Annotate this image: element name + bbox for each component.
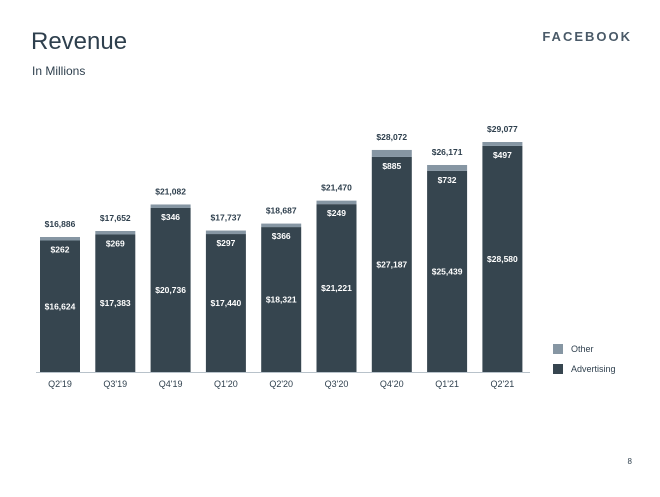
x-tick-label: Q1'21 [435, 379, 459, 389]
data-label-advertising: $27,187 [376, 259, 407, 269]
x-tick-label: Q4'20 [380, 379, 404, 389]
data-label-other: $262 [51, 245, 70, 255]
bar-other [482, 142, 523, 146]
data-label-other: $297 [216, 238, 235, 248]
bar-other [316, 200, 357, 205]
bar-other [427, 164, 468, 171]
total-label: $21,082 [155, 186, 186, 196]
chart-legend: Other Advertising [553, 343, 616, 383]
legend-item-other: Other [553, 343, 616, 355]
total-label: $16,886 [45, 219, 76, 229]
brand-logo: FACEBOOK [542, 29, 632, 44]
total-label: $17,652 [100, 213, 131, 223]
total-label: $18,687 [266, 206, 297, 216]
bar-advertising [205, 234, 246, 372]
x-tick-label: Q1'20 [214, 379, 238, 389]
data-label-other: $366 [272, 231, 291, 241]
bar-advertising [261, 227, 302, 372]
x-tick-label: Q2'21 [491, 379, 515, 389]
bar-other [150, 204, 191, 208]
data-label-other: $269 [106, 238, 125, 248]
total-label: $21,470 [321, 183, 352, 193]
legend-swatch-other [553, 344, 563, 354]
bar-advertising [427, 170, 468, 372]
legend-item-advertising: Advertising [553, 363, 616, 375]
data-label-advertising: $25,439 [432, 266, 463, 276]
total-label: $26,171 [432, 147, 463, 157]
x-tick-label: Q2'20 [269, 379, 293, 389]
data-label-advertising: $17,383 [100, 298, 131, 308]
total-label: $28,072 [376, 132, 407, 142]
data-label-advertising: $21,221 [321, 283, 352, 293]
x-tick-label: Q2'19 [48, 379, 72, 389]
legend-swatch-advertising [553, 364, 563, 374]
data-label-advertising: $16,624 [45, 301, 76, 311]
data-label-advertising: $20,736 [155, 285, 186, 295]
data-label-other: $732 [438, 175, 457, 185]
total-label: $17,737 [211, 213, 242, 223]
data-label-other: $249 [327, 208, 346, 218]
bar-other [40, 237, 80, 241]
bar-advertising [40, 240, 80, 372]
x-tick-label: Q3'20 [325, 379, 349, 389]
x-tick-label: Q3'19 [103, 379, 127, 389]
bar-advertising [371, 156, 412, 372]
bar-other [95, 230, 136, 235]
page-subtitle: In Millions [32, 64, 86, 78]
legend-label-advertising: Advertising [571, 364, 616, 374]
bar-other [205, 230, 246, 235]
data-label-advertising: $18,321 [266, 295, 297, 305]
total-label: $29,077 [487, 124, 518, 134]
bar-other [371, 149, 412, 157]
data-label-other: $885 [382, 161, 401, 171]
page-number: 8 [627, 457, 632, 466]
bar-other [261, 223, 302, 228]
data-label-advertising: $28,580 [487, 254, 518, 264]
data-label-other: $346 [161, 212, 180, 222]
data-label-advertising: $17,440 [211, 298, 242, 308]
bar-advertising [316, 204, 357, 372]
bar-advertising [150, 207, 191, 372]
bar-advertising [95, 234, 136, 372]
legend-label-other: Other [571, 344, 594, 354]
x-tick-label: Q4'19 [159, 379, 183, 389]
page-title: Revenue [31, 28, 128, 55]
data-label-other: $497 [493, 150, 512, 160]
bar-advertising [482, 145, 523, 372]
